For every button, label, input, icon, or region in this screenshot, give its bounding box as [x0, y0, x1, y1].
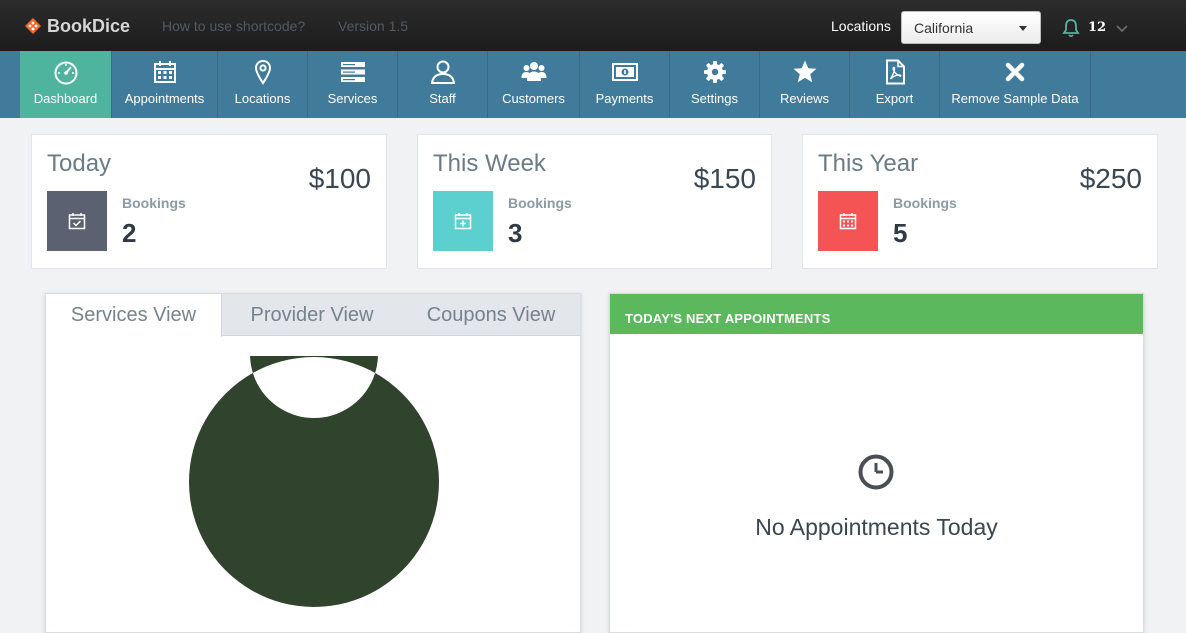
nav-label: Payments [595, 91, 654, 106]
view-tabs: Services View Provider View Coupons View [46, 294, 580, 337]
nav-label: Dashboard [33, 91, 98, 106]
stat-icon-box [818, 191, 878, 251]
location-select[interactable]: California [901, 11, 1041, 44]
stat-title: This Year [818, 150, 919, 177]
nav-label: Appointments [124, 91, 205, 106]
money-icon [611, 63, 638, 81]
gear-icon [703, 61, 726, 83]
calendar-plus-icon [454, 213, 472, 230]
services-donut-chart [189, 356, 439, 607]
main-nav: Dashboard Appointments Locations Service… [0, 51, 1186, 118]
stat-amount: $100 [308, 163, 371, 194]
gauge-icon [54, 61, 77, 85]
stat-amount: $250 [1079, 163, 1142, 194]
bookings-count: 2 [122, 218, 137, 248]
stat-title: This Week [433, 150, 546, 177]
caret-down-icon [1019, 26, 1027, 31]
locations-label: Locations [831, 18, 891, 34]
appointments-header: TODAY'S NEXT APPOINTMENTS [610, 294, 1143, 334]
pdf-file-icon [885, 59, 905, 85]
chevron-down-icon[interactable] [1116, 25, 1128, 33]
donut-slice[interactable] [189, 356, 439, 607]
nav-item-locations[interactable]: Locations [218, 51, 308, 118]
map-marker-icon [254, 59, 271, 85]
star-icon [793, 60, 816, 83]
users-icon [521, 62, 546, 81]
nav-item-customers[interactable]: Customers [488, 51, 580, 118]
no-appointments-message: No Appointments Today [755, 514, 998, 540]
bookings-count: 3 [508, 218, 523, 248]
nav-item-reviews[interactable]: Reviews [760, 51, 850, 118]
calendar-check-icon [68, 213, 86, 230]
calendar-grid-icon [839, 213, 857, 230]
tab-coupons-view[interactable]: Coupons View [426, 304, 556, 326]
nav-item-remove-sample-data[interactable]: Remove Sample Data [940, 51, 1091, 118]
bookings-label: Bookings [508, 195, 572, 211]
stat-card-this-year: This Year $250 Bookings 5 [802, 134, 1158, 269]
bookings-label: Bookings [893, 195, 957, 211]
stat-title: Today [47, 150, 112, 177]
bell-icon[interactable] [1062, 18, 1080, 38]
brand[interactable]: BookDice [24, 14, 130, 38]
nav-item-settings[interactable]: Settings [670, 51, 760, 118]
next-appointments-panel: TODAY'S NEXT APPOINTMENTS No Appointment… [609, 293, 1144, 633]
stat-card-today: Today $100 Bookings 2 [31, 134, 387, 269]
stat-icon-box [433, 191, 493, 251]
nav-item-export[interactable]: Export [850, 51, 940, 118]
bookings-count: 5 [893, 218, 908, 248]
appointments-header-title: TODAY'S NEXT APPOINTMENTS [625, 311, 831, 326]
nav-label: Settings [691, 91, 738, 106]
version-link[interactable]: Version 1.5 [338, 18, 409, 34]
nav-item-appointments[interactable]: Appointments [112, 51, 218, 118]
bookings-label: Bookings [122, 195, 186, 211]
server-icon [340, 62, 365, 82]
user-icon [430, 60, 455, 84]
stat-amount: $150 [693, 163, 756, 194]
views-panel: Services View Provider View Coupons View [45, 293, 581, 633]
nav-item-payments[interactable]: Payments [580, 51, 670, 118]
nav-label: Services [327, 91, 378, 106]
tab-services-view[interactable]: Services View [46, 294, 222, 337]
clock-icon [858, 454, 894, 490]
location-selected-value: California [914, 20, 974, 36]
calendar-icon [153, 61, 176, 83]
nav-label: Reviews [779, 91, 830, 106]
nav-label: Locations [234, 91, 291, 106]
shortcode-help-link[interactable]: How to use shortcode? [162, 18, 306, 34]
nav-item-staff[interactable]: Staff [398, 51, 488, 118]
nav-label: Remove Sample Data [951, 91, 1079, 106]
top-bar: BookDice How to use shortcode? Version 1… [0, 0, 1186, 51]
stat-icon-box [47, 191, 107, 251]
stat-card-this-week: This Week $150 Bookings 3 [417, 134, 772, 269]
nav-item-dashboard[interactable]: Dashboard [20, 51, 112, 118]
dice-logo-icon [25, 18, 41, 34]
nav-label: Staff [429, 91, 456, 106]
tab-provider-view[interactable]: Provider View [250, 304, 374, 326]
notification-count: 12 [1088, 20, 1107, 35]
close-icon [1005, 62, 1025, 82]
nav-item-services[interactable]: Services [308, 51, 398, 118]
brand-name: BookDice [47, 15, 131, 36]
nav-label: Customers [502, 91, 565, 106]
nav-label: Export [875, 91, 914, 106]
